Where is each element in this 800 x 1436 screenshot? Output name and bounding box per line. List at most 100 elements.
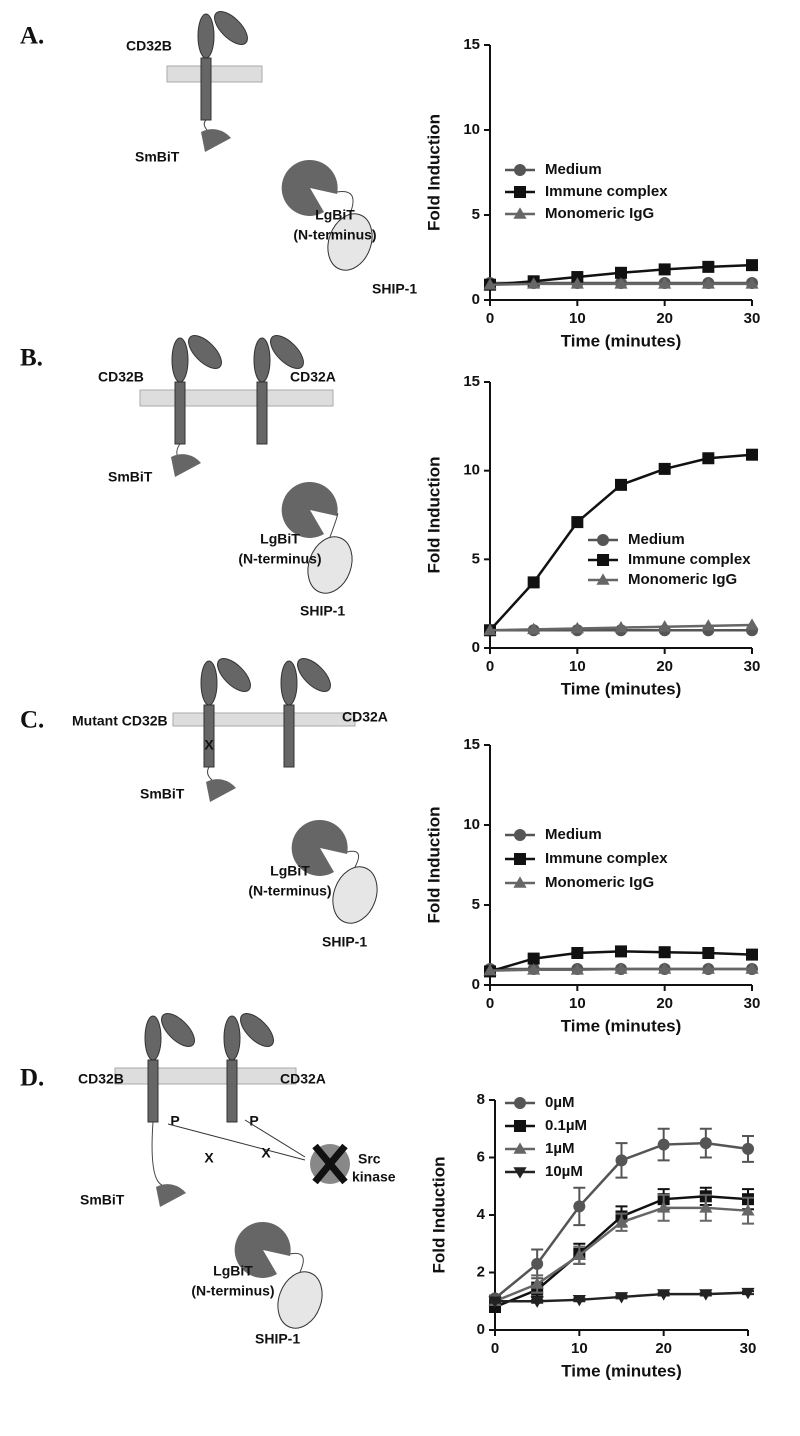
y-tick-label: 10 — [463, 121, 480, 138]
ship-label: SHIP-1 — [322, 934, 367, 950]
marker — [658, 462, 671, 475]
legend-marker — [596, 573, 610, 585]
marker — [741, 1204, 755, 1216]
marker — [702, 260, 715, 273]
legend-label: Medium — [628, 531, 685, 548]
receptor-domain — [214, 11, 248, 45]
phospho-label: P — [170, 1113, 179, 1129]
block-mark: X — [261, 1145, 271, 1161]
marker — [614, 1215, 629, 1227]
marker — [488, 1296, 502, 1308]
marker — [657, 1138, 670, 1151]
marker — [699, 1201, 713, 1213]
lgbit — [281, 159, 338, 216]
x-tick-label: 20 — [655, 1340, 672, 1357]
marker — [658, 962, 672, 974]
linker — [151, 1121, 163, 1186]
panel-label: D. — [20, 1065, 44, 1092]
y-tick-label: 15 — [463, 36, 480, 53]
y-tick-label: 2 — [477, 1263, 485, 1280]
legend-label: Immune complex — [545, 183, 668, 200]
kinase-label: kinase — [352, 1169, 396, 1185]
receptor-domain — [197, 13, 215, 59]
marker — [658, 620, 672, 632]
receptor-domain — [297, 658, 331, 692]
smbit — [156, 1184, 186, 1207]
legend-label: 10µM — [545, 1163, 583, 1180]
arrow — [167, 1123, 306, 1161]
marker — [699, 1289, 713, 1301]
smbit — [206, 779, 236, 802]
marker — [745, 618, 759, 630]
x-tick-label: 0 — [491, 1340, 499, 1357]
x-tick-label: 10 — [569, 995, 586, 1012]
marker — [527, 963, 541, 975]
lgbit-note: (N-terminus) — [191, 1283, 274, 1299]
linker — [207, 766, 213, 781]
y-tick-label: 5 — [472, 896, 480, 913]
membrane — [114, 1067, 297, 1085]
marker — [615, 266, 627, 279]
lgbit-note: (N-terminus) — [238, 551, 321, 567]
marker — [701, 277, 715, 289]
smbit-label: SmBiT — [135, 149, 180, 165]
x-axis-label: Time (minutes) — [561, 331, 682, 350]
legend-label: 0µM — [545, 1094, 574, 1111]
receptor-label: CD32A — [280, 1071, 326, 1087]
legend-marker — [513, 1167, 527, 1179]
marker — [614, 621, 628, 633]
lgbit-label: LgBiT — [270, 863, 310, 879]
membrane — [172, 712, 356, 727]
ship1 — [307, 536, 353, 594]
x-tick-label: 30 — [744, 658, 761, 675]
marker — [527, 277, 541, 289]
smbit — [171, 454, 201, 477]
receptor-label: CD32A — [290, 369, 336, 385]
x-tick-label: 20 — [656, 995, 673, 1012]
marker — [571, 271, 584, 284]
receptor-domain — [253, 337, 271, 383]
marker — [657, 1289, 671, 1301]
marker — [530, 1296, 544, 1308]
marker — [614, 277, 628, 289]
marker — [746, 948, 758, 961]
membrane — [166, 65, 263, 83]
panel-label: C. — [20, 707, 44, 734]
x-tick-label: 30 — [744, 310, 761, 327]
receptor-label: CD32B — [78, 1071, 124, 1087]
y-tick-label: 5 — [472, 206, 480, 223]
marker — [483, 623, 497, 636]
y-axis-label: Fold Induction — [429, 1156, 448, 1273]
marker — [701, 619, 715, 631]
receptor-domain — [223, 1015, 241, 1061]
membrane — [139, 389, 334, 407]
y-tick-label: 0 — [472, 291, 480, 308]
legend-label: Medium — [545, 826, 602, 843]
smbit-label: SmBiT — [80, 1192, 125, 1208]
lgbit-note: (N-terminus) — [293, 227, 376, 243]
y-tick-label: 15 — [463, 736, 480, 753]
marker — [614, 1292, 629, 1304]
marker — [658, 946, 671, 959]
block-mark: X — [204, 1150, 214, 1166]
marker — [573, 1200, 586, 1213]
receptor-label: Mutant CD32B — [72, 713, 168, 729]
legend-marker — [513, 207, 527, 219]
x-tick-label: 20 — [656, 310, 673, 327]
ship-label: SHIP-1 — [300, 603, 345, 619]
lgbit-label: LgBiT — [315, 207, 355, 223]
marker — [742, 1142, 754, 1155]
marker — [572, 1248, 586, 1261]
src-block — [312, 1143, 348, 1185]
smbit — [201, 129, 231, 152]
y-tick-label: 5 — [472, 550, 480, 567]
x-tick-label: 10 — [569, 310, 586, 327]
lgbit-note: (N-terminus) — [248, 883, 331, 899]
ship1 — [277, 1271, 323, 1329]
legend-marker — [514, 1120, 526, 1132]
marker — [530, 1277, 544, 1289]
arrow — [244, 1119, 306, 1158]
legend-marker — [514, 829, 526, 841]
lgbit — [291, 819, 348, 876]
receptor-domain — [200, 660, 218, 706]
